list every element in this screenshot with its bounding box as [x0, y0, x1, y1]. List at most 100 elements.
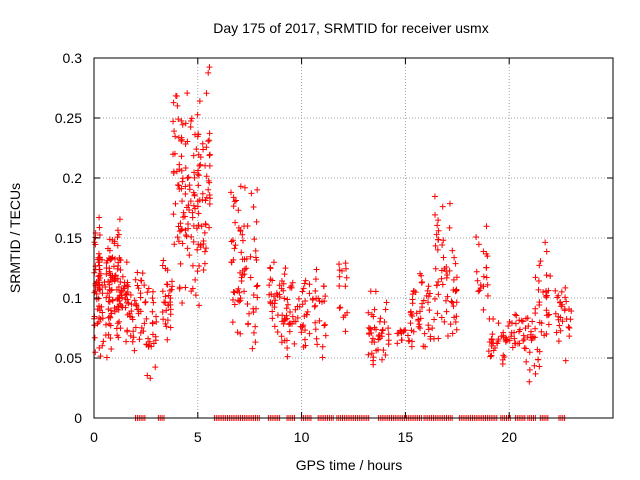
data-point [365, 351, 372, 358]
data-point [512, 311, 519, 318]
data-point [499, 356, 506, 363]
data-point [178, 185, 185, 192]
data-point [244, 301, 251, 308]
data-point [96, 277, 103, 284]
data-point [129, 338, 136, 345]
data-point [566, 324, 573, 331]
data-point [342, 328, 349, 335]
data-point [283, 305, 290, 312]
data-point [300, 285, 307, 292]
data-point [250, 291, 257, 298]
data-point [106, 320, 113, 327]
data-point [545, 321, 552, 328]
data-point [152, 364, 159, 371]
data-point [175, 116, 182, 123]
data-point [281, 271, 288, 278]
data-point [382, 306, 389, 313]
data-point [230, 203, 237, 210]
data-point [306, 290, 313, 297]
data-point [235, 285, 242, 292]
data-point [176, 284, 183, 291]
data-point [269, 308, 276, 315]
data-point [485, 348, 492, 355]
data-point [99, 315, 106, 322]
data-point [205, 186, 212, 193]
data-point [235, 207, 242, 214]
data-point [196, 162, 203, 169]
data-point [124, 328, 131, 335]
data-point [189, 262, 196, 269]
data-point [159, 288, 166, 295]
data-point [440, 237, 447, 244]
data-point [178, 167, 185, 174]
data-point [191, 174, 198, 181]
axis-ticks [93, 57, 613, 419]
data-point [483, 274, 490, 281]
data-point [314, 341, 321, 348]
data-point [535, 277, 542, 284]
data-point [179, 299, 186, 306]
data-point [442, 297, 449, 304]
data-point [525, 323, 532, 330]
data-point [103, 354, 110, 361]
data-point [167, 324, 174, 331]
data-point [540, 288, 547, 295]
data-point [109, 297, 116, 304]
data-point [562, 357, 569, 364]
data-point [505, 322, 512, 329]
data-point [302, 277, 309, 284]
data-point [230, 296, 237, 303]
data-point [165, 302, 172, 309]
data-point [201, 260, 208, 267]
data-point [509, 344, 516, 351]
data-point [159, 309, 166, 316]
data-point [111, 273, 118, 280]
data-point [206, 162, 213, 169]
data-point [536, 301, 543, 308]
data-point [319, 343, 326, 350]
data-point [230, 256, 237, 263]
data-point [199, 196, 206, 203]
data-point [433, 231, 440, 238]
data-point [245, 320, 252, 327]
data-point [171, 241, 178, 248]
data-point [96, 344, 103, 351]
data-point [191, 169, 198, 176]
data-point [205, 138, 212, 145]
data-point [418, 279, 425, 286]
data-points [91, 64, 575, 421]
data-point [248, 190, 255, 197]
data-point [272, 297, 279, 304]
data-point [322, 332, 329, 339]
data-point [239, 237, 246, 244]
data-point [435, 278, 442, 285]
data-point [427, 333, 434, 340]
data-point [247, 253, 254, 260]
data-point [282, 265, 289, 272]
data-point [278, 339, 285, 346]
data-point [159, 262, 166, 269]
data-point [449, 330, 456, 337]
data-point [251, 236, 258, 243]
data-point [142, 298, 149, 305]
data-point [232, 219, 239, 226]
data-point [131, 347, 138, 354]
data-point [313, 295, 320, 302]
data-point [281, 295, 288, 302]
data-point [336, 283, 343, 290]
data-point [192, 276, 199, 283]
data-point [184, 174, 191, 181]
data-point [435, 227, 442, 234]
data-point [380, 347, 387, 354]
data-point [134, 306, 141, 313]
data-point [377, 315, 384, 322]
data-point [206, 137, 213, 144]
data-point [145, 335, 152, 342]
data-point [371, 306, 378, 313]
data-point [182, 120, 189, 127]
data-point [230, 288, 237, 295]
data-point [514, 340, 521, 347]
data-point [336, 305, 343, 312]
data-point [180, 214, 187, 221]
data-point [185, 220, 192, 227]
